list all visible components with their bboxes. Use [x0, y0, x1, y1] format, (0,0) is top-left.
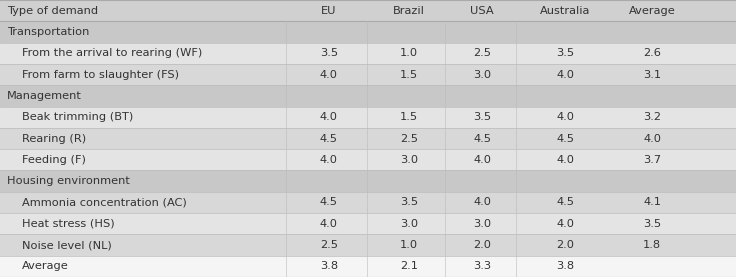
Text: Average: Average — [629, 6, 676, 16]
Text: 4.1: 4.1 — [643, 198, 661, 207]
Text: 1.5: 1.5 — [400, 70, 418, 79]
Text: 1.0: 1.0 — [400, 240, 418, 250]
Bar — [0, 256, 736, 277]
Text: 4.0: 4.0 — [473, 198, 491, 207]
Text: 3.5: 3.5 — [400, 198, 418, 207]
Text: Australia: Australia — [540, 6, 590, 16]
Text: USA: USA — [470, 6, 494, 16]
Text: 4.0: 4.0 — [556, 112, 574, 122]
Text: Average: Average — [22, 261, 69, 271]
Text: 3.5: 3.5 — [320, 48, 338, 58]
Text: Housing environment: Housing environment — [7, 176, 130, 186]
Text: 2.0: 2.0 — [556, 240, 574, 250]
Bar — [0, 43, 736, 64]
Text: 2.1: 2.1 — [400, 261, 418, 271]
Text: 4.5: 4.5 — [320, 134, 338, 143]
Bar — [0, 85, 736, 107]
Text: 1.5: 1.5 — [400, 112, 418, 122]
Text: Ammonia concentration (AC): Ammonia concentration (AC) — [22, 198, 187, 207]
Text: Heat stress (HS): Heat stress (HS) — [22, 219, 115, 229]
Text: 3.2: 3.2 — [643, 112, 661, 122]
Text: 3.1: 3.1 — [643, 70, 661, 79]
Text: 2.6: 2.6 — [643, 48, 661, 58]
Bar — [0, 213, 736, 234]
Bar — [0, 64, 736, 85]
Bar — [0, 0, 736, 21]
Text: From the arrival to rearing (WF): From the arrival to rearing (WF) — [22, 48, 202, 58]
Text: 2.0: 2.0 — [473, 240, 491, 250]
Text: Brazil: Brazil — [393, 6, 425, 16]
Text: 4.0: 4.0 — [556, 219, 574, 229]
Text: 4.0: 4.0 — [320, 155, 338, 165]
Text: 4.5: 4.5 — [473, 134, 491, 143]
Text: 3.0: 3.0 — [473, 70, 491, 79]
Text: 3.7: 3.7 — [643, 155, 661, 165]
Text: Noise level (NL): Noise level (NL) — [22, 240, 112, 250]
Text: 4.0: 4.0 — [643, 134, 661, 143]
Text: 4.5: 4.5 — [556, 134, 574, 143]
Text: 3.0: 3.0 — [400, 155, 418, 165]
Text: Feeding (F): Feeding (F) — [22, 155, 86, 165]
Text: 3.0: 3.0 — [400, 219, 418, 229]
Text: 4.0: 4.0 — [320, 219, 338, 229]
Text: 4.0: 4.0 — [556, 70, 574, 79]
Text: Rearing (R): Rearing (R) — [22, 134, 86, 143]
Text: 3.5: 3.5 — [643, 219, 661, 229]
Text: Management: Management — [7, 91, 82, 101]
Bar — [0, 21, 736, 43]
Bar — [0, 107, 736, 128]
Bar — [0, 234, 736, 256]
Bar — [0, 170, 736, 192]
Text: 1.8: 1.8 — [643, 240, 661, 250]
Bar — [0, 192, 736, 213]
Text: Transportation: Transportation — [7, 27, 90, 37]
Text: 2.5: 2.5 — [320, 240, 338, 250]
Text: 3.8: 3.8 — [320, 261, 338, 271]
Text: 4.0: 4.0 — [320, 70, 338, 79]
Text: 1.0: 1.0 — [400, 48, 418, 58]
Text: 3.8: 3.8 — [556, 261, 574, 271]
Text: From farm to slaughter (FS): From farm to slaughter (FS) — [22, 70, 179, 79]
Text: Beak trimming (BT): Beak trimming (BT) — [22, 112, 133, 122]
Text: 3.5: 3.5 — [473, 112, 491, 122]
Text: Type of demand: Type of demand — [7, 6, 99, 16]
Text: 2.5: 2.5 — [400, 134, 418, 143]
Text: 2.5: 2.5 — [473, 48, 491, 58]
Bar — [0, 128, 736, 149]
Text: 3.3: 3.3 — [473, 261, 491, 271]
Text: 4.0: 4.0 — [473, 155, 491, 165]
Text: 3.5: 3.5 — [556, 48, 574, 58]
Text: 4.0: 4.0 — [556, 155, 574, 165]
Text: 3.0: 3.0 — [473, 219, 491, 229]
Text: 4.0: 4.0 — [320, 112, 338, 122]
Text: EU: EU — [321, 6, 337, 16]
Text: 4.5: 4.5 — [556, 198, 574, 207]
Bar — [0, 149, 736, 170]
Text: 4.5: 4.5 — [320, 198, 338, 207]
